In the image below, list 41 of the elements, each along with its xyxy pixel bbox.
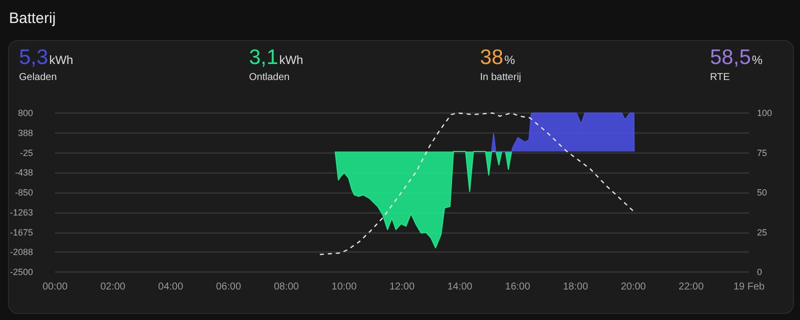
y-tick-label: -1263	[10, 207, 33, 218]
x-tick-label: 22:00	[678, 282, 704, 292]
y-tick-label: -2088	[10, 247, 33, 258]
text: RTE	[710, 72, 731, 83]
y2-tick-label: 50	[757, 188, 768, 198]
x-tick-label: 02:00	[100, 282, 126, 292]
line-series	[319, 112, 635, 256]
text: %	[752, 53, 763, 67]
y-tick-label: -850	[14, 188, 33, 198]
text: 58,5	[710, 46, 751, 69]
x-tick-label: 06:00	[216, 282, 242, 292]
text: Geladen	[19, 72, 58, 83]
x-tick-label: 12:00	[389, 282, 415, 292]
y-tick-label: -1675	[10, 227, 33, 238]
x-tick-label: 16:00	[505, 282, 531, 292]
x-tick-label: 10:00	[332, 282, 358, 292]
x-tick-label: 04:00	[158, 282, 184, 292]
x-tick-label: 20:00	[620, 282, 646, 292]
y-tick-label: -25	[20, 148, 33, 158]
text: In batterij	[480, 72, 522, 83]
text: kWh	[279, 53, 304, 67]
y2-tick-label: 0	[757, 267, 762, 277]
y-tick-label: -438	[14, 168, 33, 178]
y2-tick-label: 75	[757, 148, 768, 158]
x-tick-label: 00:00	[42, 282, 68, 292]
x-tick-label: 08:00	[274, 282, 300, 292]
text: Ontladen	[249, 72, 291, 83]
text: 38	[480, 46, 504, 69]
y-tick-label: 388	[18, 128, 33, 138]
chart-title: Batterij	[9, 10, 56, 27]
y2-tick-label: 100	[757, 108, 772, 118]
x-tick-label: 18:00	[562, 282, 588, 292]
text: %	[504, 53, 516, 67]
text: kWh	[49, 53, 74, 67]
text: 3,1	[249, 46, 278, 69]
y2-tick-label: 25	[757, 227, 768, 238]
y-tick-label: -2500	[10, 267, 33, 277]
y-tick-label: 800	[18, 108, 33, 118]
x-tick-label: 19 Feb	[733, 282, 765, 292]
text: 5,3	[19, 46, 48, 69]
x-tick-label: 14:00	[447, 282, 473, 292]
